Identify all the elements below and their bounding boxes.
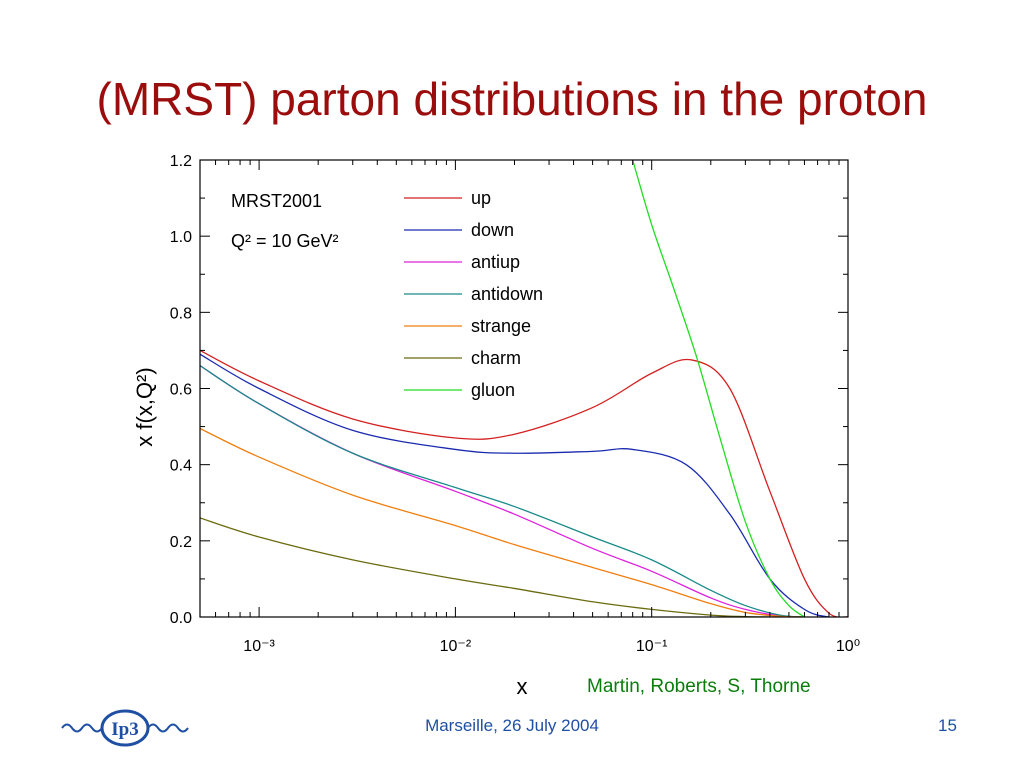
right-wave-icon — [147, 723, 189, 733]
legend-label-charm: charm — [471, 348, 521, 368]
legend-label-up: up — [471, 188, 491, 208]
series-line-antiup — [200, 365, 805, 617]
series-line-strange — [200, 427, 805, 617]
x-tick-label: 10⁻¹ — [636, 638, 668, 655]
series-line-antidown — [200, 365, 805, 617]
legend-label-down: down — [471, 220, 514, 240]
ip3-logo: Ip3 — [61, 709, 189, 747]
x-tick-label: 10⁻² — [440, 638, 472, 655]
x-axis-label: x — [517, 674, 528, 699]
page-number: 15 — [938, 716, 957, 735]
credit-text: Martin, Roberts, S, Thorne — [587, 676, 811, 697]
series-line-down — [200, 353, 848, 617]
y-tick-label: 0.4 — [170, 458, 192, 475]
series-line-gluon — [632, 160, 805, 617]
legend-label-antiup: antiup — [471, 252, 520, 272]
y-tick-label: 0.6 — [170, 382, 192, 399]
legend-label-strange: strange — [471, 316, 531, 336]
footer-location-date: Marseille, 26 July 2004 — [425, 716, 599, 735]
x-tick-label: 10⁰ — [836, 638, 860, 655]
y-tick-label: 1.0 — [170, 229, 192, 246]
logo-text: Ip3 — [111, 719, 138, 740]
annotation-line-2: Q² = 10 GeV² — [231, 231, 339, 251]
y-tick-label: 0.2 — [170, 534, 192, 551]
legend-label-gluon: gluon — [471, 380, 515, 400]
slide-title: (MRST) parton distributions in the proto… — [96, 73, 928, 125]
y-axis-label: x f(x,Q²) — [132, 367, 157, 446]
x-tick-label: 10⁻³ — [243, 638, 275, 655]
y-tick-label: 0.8 — [170, 305, 192, 322]
series-line-charm — [200, 517, 770, 617]
left-wave-icon — [61, 723, 103, 733]
legend: up down antiup antidown strange charm gluon — [404, 188, 543, 400]
y-tick-label: 1.2 — [170, 153, 192, 170]
series-line-up — [200, 349, 848, 617]
y-tick-label: 0.0 — [170, 610, 192, 627]
annotation-line-1: MRST2001 — [231, 191, 322, 211]
legend-label-antidown: antidown — [471, 284, 543, 304]
